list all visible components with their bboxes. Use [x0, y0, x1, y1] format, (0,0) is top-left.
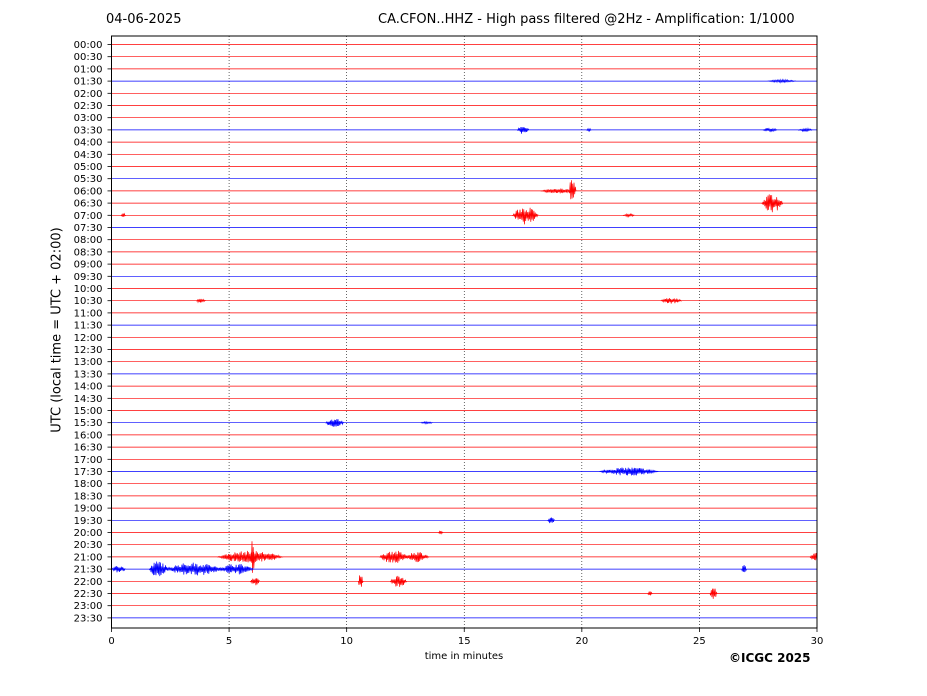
event-signal	[709, 588, 718, 599]
event-signal	[540, 188, 577, 194]
event-signal	[325, 419, 345, 427]
event-signal	[586, 127, 592, 133]
y-tick-label: 08:00	[74, 235, 103, 246]
event-signal	[196, 298, 206, 304]
event-signal	[622, 212, 635, 218]
event-signal	[438, 530, 444, 535]
y-tick-label: 11:30	[74, 321, 103, 332]
y-tick-label: 15:00	[74, 406, 103, 417]
x-tick-label: 5	[226, 636, 232, 647]
x-tick-label: 15	[458, 636, 471, 647]
x-tick-label: 25	[693, 636, 706, 647]
plot-frame	[111, 35, 818, 629]
y-tick-label: 16:00	[74, 430, 103, 441]
event-signal	[218, 564, 254, 575]
y-tick-label: 11:00	[74, 308, 103, 319]
y-tick-label: 18:30	[74, 491, 103, 502]
y-tick-label: 08:30	[74, 247, 103, 258]
y-tick-label: 07:30	[74, 223, 103, 234]
y-tick-label: 02:30	[74, 101, 103, 112]
event-signal	[358, 575, 364, 587]
y-tick-label: 18:00	[74, 479, 103, 490]
event-signal	[809, 552, 818, 563]
event-signal	[761, 194, 784, 213]
event-signal	[512, 207, 539, 225]
x-tick-label: 10	[340, 636, 353, 647]
y-tick-label: 22:30	[74, 589, 103, 600]
event-signal	[217, 550, 284, 563]
event-signal	[250, 541, 255, 573]
y-tick-label: 05:30	[74, 174, 103, 185]
y-tick-label: 00:00	[74, 40, 103, 51]
event-signal	[389, 575, 407, 587]
y-tick-label: 21:30	[74, 565, 103, 576]
x-tick-label: 20	[575, 636, 588, 647]
y-tick-label: 20:30	[74, 540, 103, 551]
event-signal	[568, 180, 577, 200]
y-tick-label: 03:00	[74, 113, 103, 124]
y-tick-label: 05:00	[74, 162, 103, 173]
y-tick-label: 19:00	[74, 504, 103, 515]
event-signal	[379, 550, 408, 563]
y-tick-label: 01:00	[74, 64, 103, 75]
y-tick-label: 06:30	[74, 199, 103, 210]
event-signal	[420, 420, 433, 425]
y-tick-label: 17:00	[74, 455, 103, 466]
y-tick-label: 02:00	[74, 89, 103, 100]
y-tick-label: 04:00	[74, 138, 103, 149]
y-tick-label: 10:30	[74, 296, 103, 307]
x-axis-ticks: 0 5 10 15 20 25 30	[108, 628, 823, 647]
chart-title: CA.CFON..HHZ - High pass filtered @2Hz -…	[378, 12, 795, 27]
y-tick-label: 12:00	[74, 333, 103, 344]
x-axis-label: time in minutes	[424, 651, 504, 662]
y-tick-label: 03:30	[74, 125, 103, 136]
y-tick-label: 14:00	[74, 382, 103, 393]
y-tick-label: 23:00	[74, 601, 103, 612]
event-signal	[120, 212, 126, 217]
event-signal	[405, 552, 430, 563]
y-tick-label: 21:00	[74, 552, 103, 563]
y-tick-label: 09:00	[74, 260, 103, 271]
event-signal	[547, 517, 556, 524]
event-signal	[767, 78, 796, 84]
y-tick-label: 06:00	[74, 186, 103, 197]
grid-lines	[228, 36, 700, 628]
event-signal	[741, 564, 747, 573]
event-signal	[517, 126, 530, 134]
event-signal	[164, 562, 224, 576]
x-tick-label: 0	[108, 636, 114, 647]
y-tick-label: 17:30	[74, 467, 103, 478]
y-tick-label: 23:30	[74, 613, 103, 624]
event-signal	[798, 127, 813, 133]
event-signals	[111, 78, 818, 599]
event-signal	[111, 566, 126, 573]
y-tick-label: 10:00	[74, 284, 103, 295]
y-tick-label: 13:00	[74, 357, 103, 368]
y-tick-label: 01:30	[74, 77, 103, 88]
event-signal	[647, 591, 653, 596]
y-tick-label: 13:30	[74, 369, 103, 380]
event-signal	[660, 297, 682, 304]
event-signal	[148, 561, 169, 577]
y-tick-label: 19:30	[74, 516, 103, 527]
event-signal	[762, 127, 778, 133]
y-tick-label: 14:30	[74, 394, 103, 405]
date-label: 04-06-2025	[106, 12, 182, 27]
y-tick-label: 07:00	[74, 211, 103, 222]
y-tick-label: 20:00	[74, 528, 103, 539]
copyright-label: ©ICGC 2025	[729, 651, 811, 665]
y-tick-label: 09:30	[74, 272, 103, 283]
trace-rows	[111, 44, 817, 619]
y-tick-label: 00:30	[74, 52, 103, 63]
event-signal	[599, 467, 659, 476]
x-tick-label: 30	[811, 636, 824, 647]
y-tick-label: 12:30	[74, 345, 103, 356]
y-tick-label: 04:30	[74, 150, 103, 161]
y-tick-label: 16:30	[74, 443, 103, 454]
y-tick-label: 15:30	[74, 418, 103, 429]
y-tick-label: 22:00	[74, 577, 103, 588]
event-signal	[249, 578, 260, 586]
